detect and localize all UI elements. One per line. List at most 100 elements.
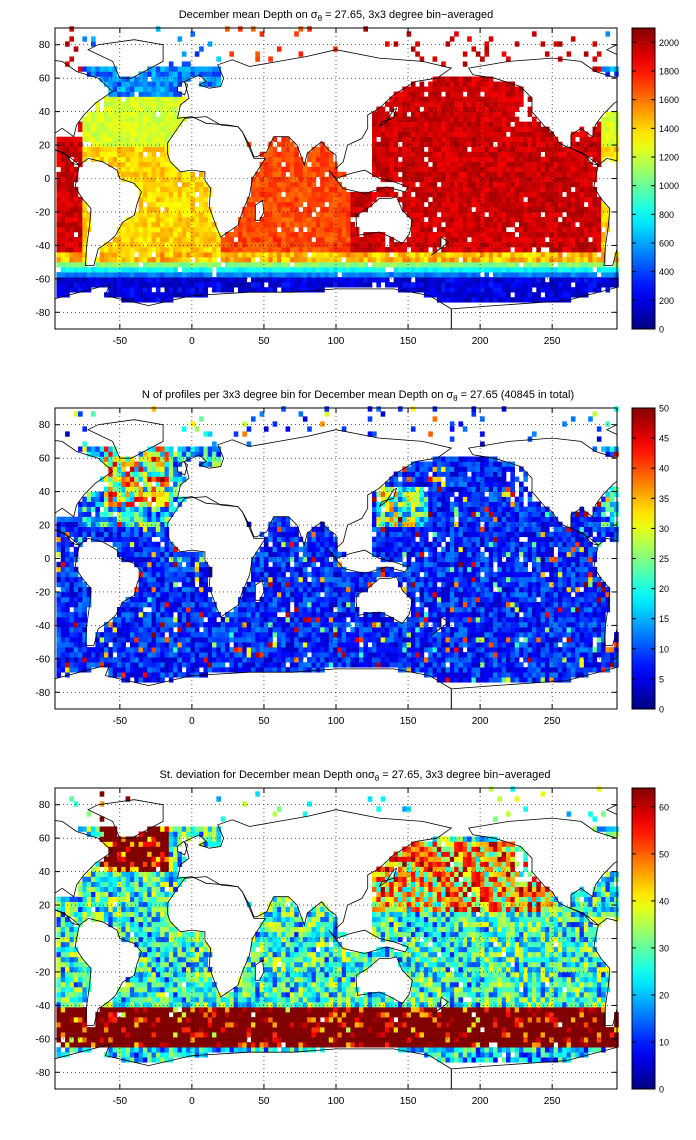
- data-cell: [160, 282, 165, 288]
- data-cell: [410, 226, 416, 233]
- data-cell: [402, 156, 407, 163]
- data-cell: [268, 226, 273, 233]
- data-cell: [302, 262, 308, 268]
- data-cell: [436, 91, 442, 97]
- data-cell: [307, 151, 312, 158]
- data-cell: [337, 262, 343, 268]
- data-cell: [320, 156, 325, 163]
- data-cell: [341, 237, 347, 243]
- data-cell: [389, 136, 394, 143]
- data-cell: [324, 186, 330, 193]
- data-cell: [298, 247, 304, 253]
- data-cell: [155, 672, 161, 678]
- data-cell: [497, 146, 503, 153]
- data-cell: [82, 206, 87, 213]
- data-cell: [289, 226, 295, 233]
- data-cell: [173, 242, 178, 248]
- data-cell: [147, 536, 152, 543]
- data-cell: [173, 186, 178, 193]
- data-cell: [488, 257, 494, 263]
- data-cell: [471, 201, 477, 208]
- data-cell: [86, 282, 92, 288]
- data-cell: [142, 516, 148, 523]
- data-cell: [142, 262, 148, 268]
- data-cell: [410, 116, 416, 122]
- data-cell: [423, 237, 429, 243]
- data-cell: [501, 267, 507, 273]
- data-cell: [268, 216, 273, 223]
- data-cell: [380, 116, 386, 122]
- data-cell: [281, 136, 286, 143]
- data-cell: [60, 221, 66, 228]
- data-cell: [302, 221, 308, 228]
- data-cell: [367, 247, 373, 253]
- data-cell: [108, 242, 113, 248]
- data-cell: [60, 612, 66, 618]
- data-cell: [281, 242, 286, 248]
- data-cell: [462, 86, 468, 92]
- data-cell: [523, 151, 528, 158]
- data-cell: [207, 76, 213, 82]
- data-cell: [506, 211, 511, 218]
- data-cell: [380, 136, 386, 143]
- data-cell: [285, 247, 291, 253]
- data-cell: [471, 216, 477, 223]
- data-cell: [199, 237, 204, 243]
- data-cell: [56, 201, 62, 208]
- data-cell: [168, 262, 174, 268]
- data-cell: [78, 262, 83, 268]
- data-cell: [531, 186, 537, 193]
- data-cell: [562, 161, 567, 168]
- data-cell: [423, 221, 429, 228]
- data-cell: [151, 561, 157, 568]
- data-cell: [147, 677, 152, 683]
- data-cell: [56, 252, 62, 258]
- data-cell: [103, 506, 109, 512]
- data-cell: [294, 287, 299, 293]
- data-cell: [108, 481, 113, 487]
- data-cell: [91, 272, 96, 278]
- data-cell: [121, 91, 126, 97]
- data-cell: [432, 211, 438, 218]
- data-cell: [86, 116, 92, 122]
- data-cell: [263, 191, 269, 198]
- data-cell: [134, 116, 139, 122]
- data-cell: [103, 647, 109, 653]
- data-cell: [471, 166, 477, 173]
- data-cell: [605, 71, 611, 77]
- data-cell: [181, 61, 187, 67]
- data-cell: [289, 171, 295, 178]
- data-cell: [147, 511, 152, 517]
- data-cell: [436, 282, 442, 288]
- data-cell: [467, 136, 472, 143]
- data-cell: [475, 111, 481, 117]
- data-cell: [285, 282, 291, 288]
- data-cell: [298, 181, 304, 188]
- data-cell: [160, 232, 165, 238]
- data-cell: [129, 632, 135, 638]
- data-cell: [544, 216, 550, 223]
- data-cell: [510, 196, 515, 203]
- data-cell: [112, 486, 118, 492]
- data-cell: [475, 186, 481, 193]
- data-cell: [462, 61, 468, 67]
- data-cell: [341, 221, 347, 228]
- data-cell: [557, 151, 563, 158]
- data-cell: [142, 637, 148, 643]
- data-cell: [142, 486, 148, 492]
- data-cell: [160, 146, 165, 153]
- profiles-chart: -50 0 50 100 150 200 250-80-60-40-20020406080N…: [36, 389, 669, 727]
- data-cell: [121, 136, 126, 143]
- data-cell: [151, 496, 157, 502]
- data-cell: [86, 216, 92, 223]
- data-cell: [125, 262, 131, 268]
- data-cell: [73, 521, 79, 528]
- data-cell: [142, 667, 148, 673]
- data-cell: [454, 277, 459, 283]
- data-cell: [82, 201, 87, 208]
- data-cell: [199, 46, 204, 52]
- data-cell: [536, 186, 541, 193]
- data-cell: [263, 161, 269, 168]
- data-cell: [285, 216, 291, 223]
- data-cell: [69, 637, 75, 643]
